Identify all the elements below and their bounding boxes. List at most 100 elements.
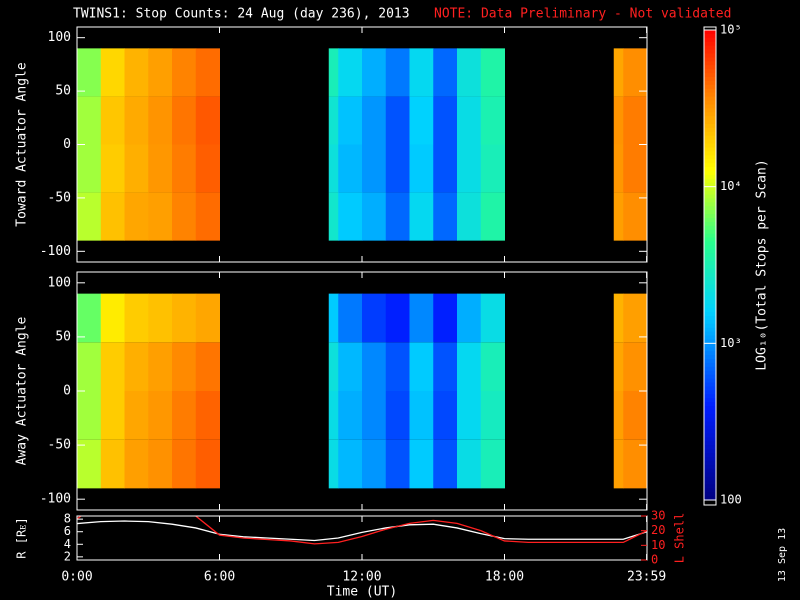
colorbar-swatch xyxy=(704,202,716,207)
colorbar-swatch xyxy=(704,406,716,411)
y-tick-label: -50 xyxy=(48,438,71,453)
colorbar-swatch xyxy=(704,210,716,215)
colorbar-swatch xyxy=(704,445,716,450)
colorbar-swatch xyxy=(704,347,716,352)
colorbar-tick-label: 10⁵ xyxy=(720,23,742,37)
colorbar-swatch xyxy=(704,476,716,482)
y-tick-label: 100 xyxy=(48,30,71,45)
colorbar-swatch xyxy=(704,315,716,321)
y-axis-label: Toward Actuator Angle xyxy=(15,62,30,227)
colorbar-swatch xyxy=(704,323,716,329)
heat-cell xyxy=(124,96,149,145)
heat-cell xyxy=(457,439,482,489)
heat-cell xyxy=(328,192,339,241)
heat-cell xyxy=(338,144,363,193)
heat-cell xyxy=(613,342,624,391)
colorbar-swatch xyxy=(704,171,716,176)
colorbar-swatch xyxy=(704,182,716,188)
heat-cell xyxy=(385,439,410,489)
heat-cell xyxy=(172,342,197,391)
colorbar-swatch xyxy=(704,174,716,180)
colorbar-swatch xyxy=(704,453,716,458)
heat-cell xyxy=(77,342,102,391)
colorbar-swatch xyxy=(704,456,716,462)
heat-cell xyxy=(195,293,220,343)
colorbar-swatch xyxy=(704,268,716,274)
colorbar-swatch xyxy=(704,378,716,384)
colorbar-swatch xyxy=(704,472,716,478)
colorbar-swatch xyxy=(704,265,716,270)
heat-cell xyxy=(433,293,458,343)
colorbar-swatch xyxy=(704,214,716,219)
heat-cell xyxy=(623,192,648,241)
heat-cell xyxy=(623,342,648,391)
y-tick-label: 2 xyxy=(64,549,71,563)
colorbar-swatch xyxy=(704,253,716,258)
colorbar-swatch xyxy=(704,425,716,431)
colorbar-swatch xyxy=(704,370,716,376)
colorbar-swatch xyxy=(704,331,716,337)
colorbar-swatch xyxy=(704,147,716,153)
colorbar-tick-label: 10⁴ xyxy=(720,179,742,193)
heat-cell xyxy=(613,293,624,343)
y-tick-label: 6 xyxy=(64,524,71,538)
heat-cell xyxy=(100,293,125,343)
colorbar-swatch xyxy=(704,382,716,388)
y-tick-label: 50 xyxy=(55,329,71,344)
colorbar-swatch xyxy=(704,335,716,341)
heat-cell xyxy=(385,96,410,145)
colorbar-swatch xyxy=(704,468,716,474)
colorbar-swatch xyxy=(704,394,716,399)
heat-cell xyxy=(77,144,102,193)
colorbar-swatch xyxy=(704,233,716,239)
heat-cell xyxy=(328,48,339,97)
colorbar-swatch xyxy=(704,437,716,442)
colorbar-swatch xyxy=(704,135,716,141)
colorbar-swatch xyxy=(704,409,716,415)
y2-tick-label: 0 xyxy=(651,553,658,567)
heat-cell xyxy=(433,391,458,440)
y-axis-label: Away Actuator Angle xyxy=(15,316,30,465)
colorbar-swatch xyxy=(704,272,716,278)
heat-cell xyxy=(480,192,505,241)
colorbar-swatch xyxy=(704,206,716,211)
colorbar-label: LOG₁₀(Total Stops per Scan) xyxy=(755,159,770,370)
heat-cell xyxy=(338,192,363,241)
heat-cell xyxy=(148,342,173,391)
heat-cell xyxy=(457,192,482,241)
heat-cell xyxy=(362,391,387,440)
heat-cell xyxy=(195,391,220,440)
heat-cell xyxy=(433,144,458,193)
colorbar-swatch xyxy=(704,284,716,290)
colorbar-swatch xyxy=(704,292,716,297)
colorbar-swatch xyxy=(704,88,716,94)
heat-cell xyxy=(338,391,363,440)
heat-cell xyxy=(362,293,387,343)
colorbar-tick-label: 100 xyxy=(720,493,742,507)
heat-cell xyxy=(362,342,387,391)
colorbar-swatch xyxy=(704,41,716,47)
y2-tick-label: 10 xyxy=(651,538,665,552)
colorbar-swatch xyxy=(704,53,716,59)
heat-cell xyxy=(124,439,149,489)
colorbar-swatch xyxy=(704,441,716,446)
colorbar-swatch xyxy=(704,49,716,55)
colorbar-swatch xyxy=(704,402,716,407)
colorbar-swatch xyxy=(704,57,716,62)
heat-cell xyxy=(457,96,482,145)
colorbar-swatch xyxy=(704,155,716,160)
colorbar-swatch xyxy=(704,84,716,90)
colorbar-swatch xyxy=(704,496,716,501)
heat-cell xyxy=(172,192,197,241)
heat-cell xyxy=(613,144,624,193)
heat-cell xyxy=(409,96,434,145)
note: NOTE: Data Preliminary - Not validated xyxy=(434,7,731,22)
heat-cell xyxy=(77,96,102,145)
colorbar-swatch xyxy=(704,343,716,348)
y2-axis-label: L Shell xyxy=(673,513,687,564)
heat-cell xyxy=(148,293,173,343)
heat-cell xyxy=(409,342,434,391)
heat-cell xyxy=(100,144,125,193)
colorbar-swatch xyxy=(704,120,716,125)
